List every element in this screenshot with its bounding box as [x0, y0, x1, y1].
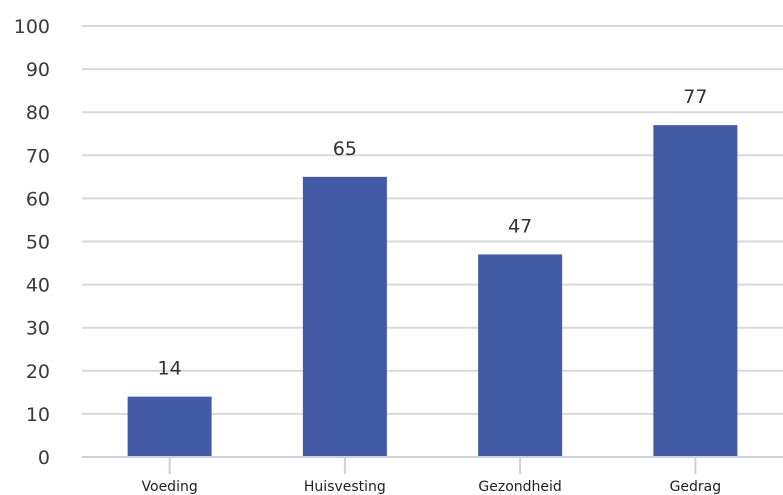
- bar-gezondheid: [478, 254, 563, 457]
- x-axis: Voeding Huisvesting Gezondheid Gedrag: [82, 456, 783, 495]
- x-tick-label-huisvesting: Huisvesting: [304, 479, 386, 495]
- data-label-gezondheid: 47: [508, 215, 532, 237]
- bar-gedrag: [653, 125, 738, 457]
- y-tick-label: 60: [26, 188, 50, 210]
- grid-lines: [82, 25, 783, 415]
- bars: [127, 125, 738, 457]
- y-tick-label: 20: [26, 361, 50, 383]
- bar-voeding: [127, 396, 212, 457]
- y-axis: 0 10 20 30 40 50 60 70 80 90 100: [14, 16, 50, 469]
- data-label-huisvesting: 65: [333, 138, 357, 160]
- y-tick-label: 90: [26, 59, 50, 81]
- x-tick-label-gedrag: Gedrag: [670, 479, 722, 495]
- x-tick-label-voeding: Voeding: [142, 479, 198, 495]
- y-tick-label: 10: [26, 404, 50, 426]
- y-tick-label: 30: [26, 318, 50, 340]
- data-label-gedrag: 77: [683, 86, 707, 108]
- data-labels: 14 65 47 77: [158, 86, 708, 380]
- y-tick-label: 80: [26, 102, 50, 124]
- y-tick-label: 70: [26, 145, 50, 167]
- bar-huisvesting: [302, 176, 387, 457]
- y-tick-label: 0: [38, 447, 50, 469]
- y-tick-label: 40: [26, 275, 50, 297]
- y-tick-label: 50: [26, 232, 50, 254]
- data-label-voeding: 14: [158, 358, 182, 380]
- y-tick-label: 100: [14, 16, 50, 38]
- x-tick-label-gezondheid: Gezondheid: [478, 479, 561, 495]
